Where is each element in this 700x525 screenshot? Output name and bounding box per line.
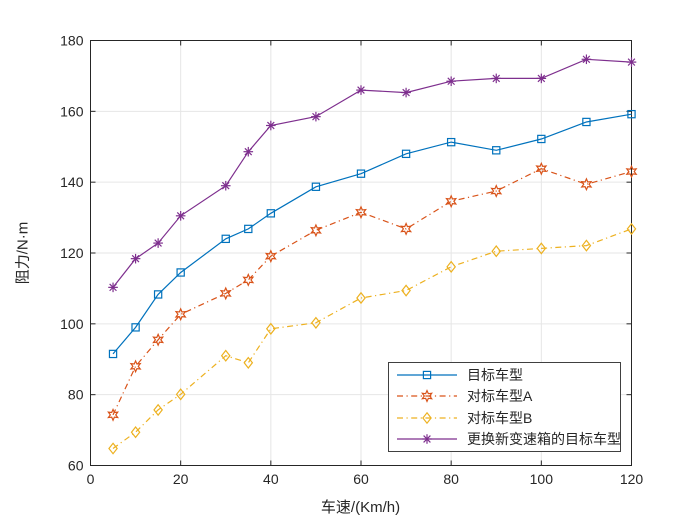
legend-sample-line-marker <box>397 434 457 445</box>
y-tick-label: 120 <box>60 245 84 261</box>
tick-labels: 0 20 40 60 80 100 120 60 80 100 120 140 160 180 <box>60 33 643 488</box>
x-tick-label: 20 <box>173 471 189 487</box>
x-tick-label: 40 <box>263 471 279 487</box>
legend: 目标车型 对标车型A 对标车型B 更换新变速箱的目标车型 <box>388 362 621 452</box>
legend-item: 对标车型A <box>395 386 620 406</box>
series <box>108 54 637 293</box>
legend-sample-line-marker <box>397 389 457 404</box>
x-tick-label: 100 <box>530 471 554 487</box>
y-tick-label: 100 <box>60 316 84 332</box>
series <box>108 222 637 455</box>
legend-item: 对标车型B <box>395 408 620 428</box>
x-axis-label: 车速/(Km/h) <box>320 499 401 516</box>
x-tick-label: 60 <box>353 471 369 487</box>
y-tick-label: 140 <box>60 174 84 190</box>
x-tick-label: 0 <box>87 471 95 487</box>
legend-item: 目标车型 <box>395 365 620 385</box>
axes-box <box>90 40 632 466</box>
legend-label: 目标车型 <box>467 366 523 383</box>
legend-label: 对标车型A <box>467 388 533 405</box>
x-tick-label: 80 <box>443 471 459 487</box>
legend-label: 更换新变速箱的目标车型 <box>467 431 621 448</box>
y-axis-label: 阻力/N·m <box>14 221 32 285</box>
series <box>107 161 638 422</box>
y-tick-label: 180 <box>60 33 84 49</box>
series <box>108 109 636 359</box>
legend-sample-line-marker <box>397 370 457 379</box>
legend-label: 对标车型B <box>467 409 533 426</box>
y-tick-label: 80 <box>68 387 84 403</box>
y-tick-label: 60 <box>68 458 84 474</box>
legend-sample-line-marker <box>397 411 457 424</box>
legend-item: 更换新变速箱的目标车型 <box>395 429 621 449</box>
y-tick-label: 160 <box>60 103 84 119</box>
x-tick-label: 120 <box>620 471 644 487</box>
